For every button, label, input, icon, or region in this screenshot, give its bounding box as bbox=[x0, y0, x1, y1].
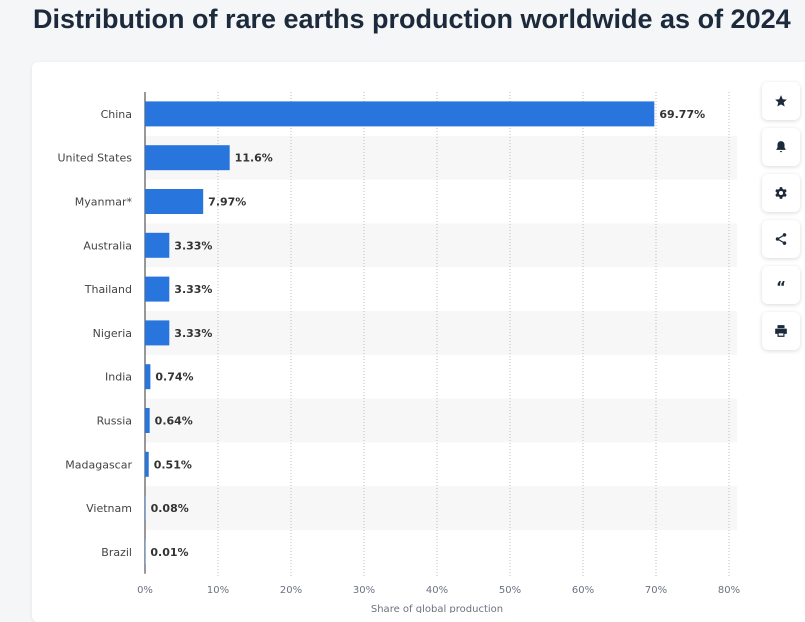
settings-button[interactable] bbox=[762, 174, 800, 212]
bar bbox=[145, 452, 149, 477]
bar bbox=[145, 408, 150, 433]
category-label: Australia bbox=[83, 239, 132, 252]
favorite-button[interactable] bbox=[762, 82, 800, 120]
data-label: 0.51% bbox=[154, 458, 192, 471]
row-stripe bbox=[145, 486, 737, 530]
x-tick-label: 20% bbox=[280, 585, 302, 596]
cite-button[interactable]: “ bbox=[762, 266, 800, 304]
data-label: 0.08% bbox=[151, 502, 189, 515]
x-tick-label: 10% bbox=[207, 585, 229, 596]
x-tick-label: 70% bbox=[645, 585, 667, 596]
bar bbox=[145, 277, 169, 302]
data-label: 0.74% bbox=[155, 371, 193, 384]
gear-icon bbox=[774, 186, 788, 200]
page-title: Distribution of rare earths production w… bbox=[33, 4, 791, 35]
notification-button[interactable] bbox=[762, 128, 800, 166]
data-label: 3.33% bbox=[174, 327, 212, 340]
quote-icon: “ bbox=[776, 280, 786, 295]
category-label: Vietnam bbox=[86, 502, 132, 515]
share-button[interactable] bbox=[762, 220, 800, 258]
category-label: United States bbox=[58, 152, 133, 165]
data-label: 69.77% bbox=[659, 108, 705, 121]
bar-chart: 0% 10% 20% 30% 40% 50% 60% 70% 80% China 69.77% Uni… bbox=[32, 62, 772, 613]
category-label: Brazil bbox=[101, 546, 132, 559]
category-label: Myanmar* bbox=[75, 196, 133, 209]
category-label: Russia bbox=[97, 415, 132, 428]
category-label: Nigeria bbox=[93, 327, 132, 340]
data-label: 0.01% bbox=[150, 546, 188, 559]
x-tick-label: 50% bbox=[499, 585, 521, 596]
bell-icon bbox=[774, 140, 788, 154]
chart-card: 0% 10% 20% 30% 40% 50% 60% 70% 80% China 69.77% Uni… bbox=[32, 62, 805, 622]
data-label: 3.33% bbox=[174, 239, 212, 252]
x-tick-label: 80% bbox=[718, 585, 740, 596]
category-label: China bbox=[101, 108, 132, 121]
x-tick-label: 0% bbox=[137, 585, 153, 596]
data-label: 11.6% bbox=[235, 152, 273, 165]
row-stripe bbox=[145, 223, 737, 267]
row-stripe bbox=[145, 311, 737, 355]
x-tick-label: 30% bbox=[353, 585, 375, 596]
x-tick-label: 40% bbox=[426, 585, 448, 596]
data-label: 3.33% bbox=[174, 283, 212, 296]
bar bbox=[145, 496, 146, 521]
data-label: 0.64% bbox=[155, 415, 193, 428]
category-label: Thailand bbox=[84, 283, 132, 296]
x-tick-label: 60% bbox=[572, 585, 594, 596]
bar bbox=[145, 189, 203, 214]
bar bbox=[145, 320, 169, 345]
share-icon bbox=[774, 232, 788, 246]
printer-icon bbox=[774, 324, 788, 338]
star-icon bbox=[774, 94, 788, 108]
row-stripe bbox=[145, 399, 737, 443]
data-label: 7.97% bbox=[208, 196, 246, 209]
bar bbox=[145, 101, 654, 126]
x-axis-title: Share of global production bbox=[371, 604, 503, 613]
bar bbox=[145, 364, 150, 389]
print-button[interactable] bbox=[762, 312, 800, 350]
bar bbox=[145, 233, 169, 258]
bar bbox=[145, 145, 230, 170]
category-label: India bbox=[105, 371, 132, 384]
category-label: Madagascar bbox=[65, 458, 132, 471]
